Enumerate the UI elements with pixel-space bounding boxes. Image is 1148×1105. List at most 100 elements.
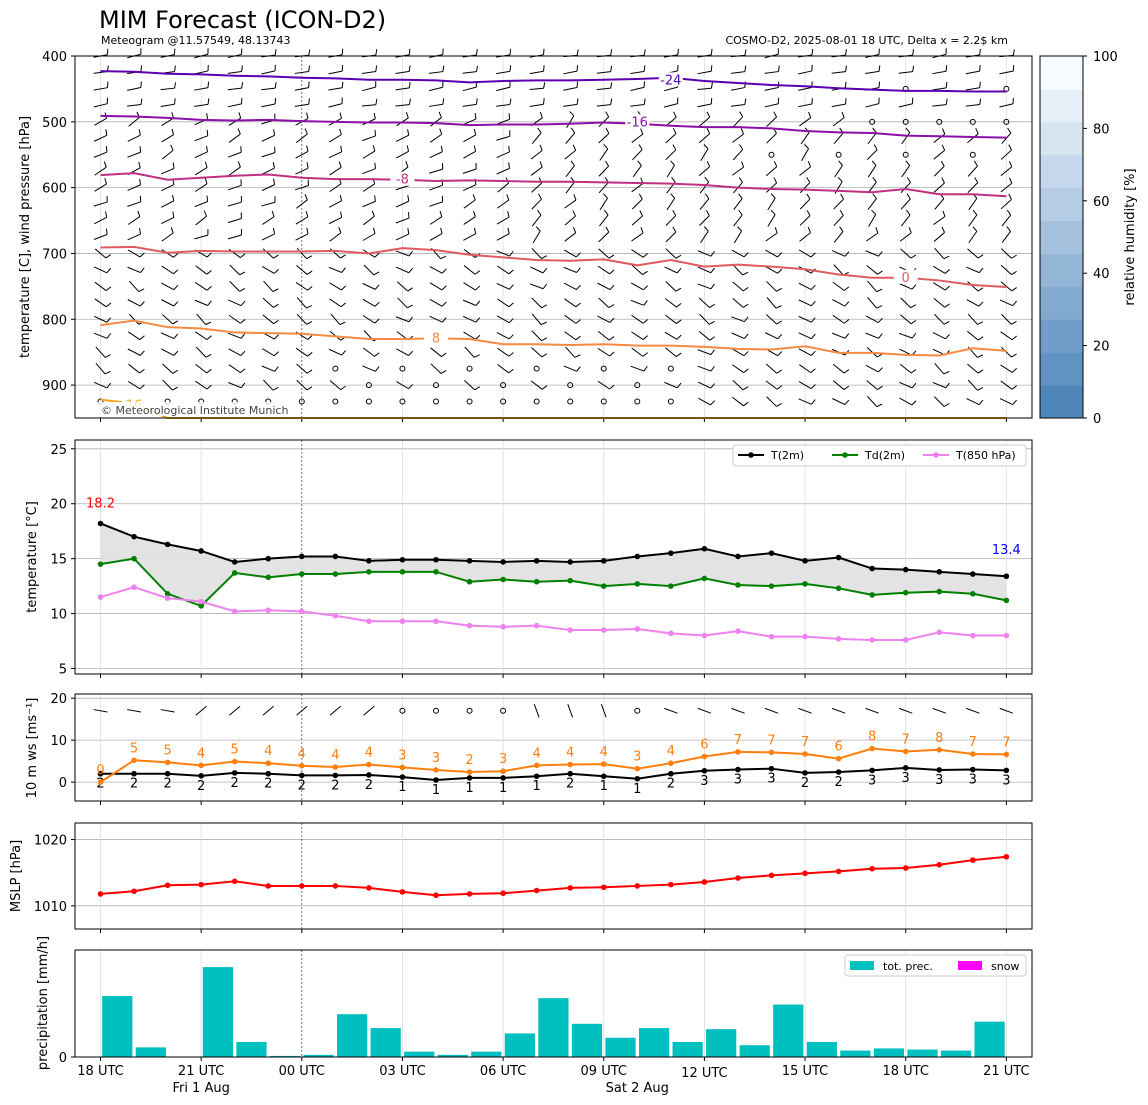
wind-barb-feather bbox=[206, 112, 209, 120]
wind-barb-shaft bbox=[999, 70, 1014, 75]
wind-barb-feather bbox=[338, 161, 342, 168]
wind-barb-feather bbox=[507, 211, 510, 218]
calm-wind-marker bbox=[1003, 118, 1010, 125]
wind-barb-feather bbox=[638, 144, 643, 150]
precip-bar bbox=[873, 1048, 905, 1057]
wind-barb-shaft bbox=[731, 332, 745, 340]
wind-barb-shaft bbox=[261, 201, 276, 207]
wind-point bbox=[399, 764, 406, 771]
isotherm-m24 bbox=[100, 70, 1007, 93]
surface-wind-barb bbox=[363, 705, 375, 716]
calm-wind-marker bbox=[634, 398, 641, 405]
wind-barb-feather bbox=[508, 269, 514, 275]
wind-barb-shaft bbox=[228, 166, 241, 176]
wind-barb-shaft bbox=[496, 151, 510, 159]
wind-barb-shaft bbox=[967, 248, 979, 259]
wind-barb-shaft bbox=[867, 132, 877, 145]
wind-point bbox=[668, 760, 674, 767]
wind-barb-shaft bbox=[396, 348, 409, 356]
isotherm-0 bbox=[100, 245, 1007, 289]
mslp-point bbox=[97, 891, 104, 897]
precip-frame bbox=[74, 949, 1033, 1058]
temp-point bbox=[802, 558, 808, 564]
wind-barb-feather bbox=[740, 128, 744, 135]
wind-point bbox=[701, 753, 708, 760]
precip-bar bbox=[471, 1051, 502, 1057]
wind-barb-feather bbox=[1008, 161, 1013, 167]
wind-barb-shaft bbox=[867, 165, 877, 178]
wind-barb-feather bbox=[609, 384, 615, 390]
wind-barb-shaft bbox=[93, 332, 108, 339]
wind-barb-shaft bbox=[697, 87, 712, 91]
wind-barb-feather bbox=[173, 269, 179, 275]
wind-barb-shaft bbox=[295, 347, 308, 357]
calm-wind-marker bbox=[835, 151, 842, 158]
wind-barb-feather bbox=[206, 368, 212, 374]
wind-barb-feather bbox=[605, 226, 610, 233]
legend-marker bbox=[933, 452, 939, 458]
mslp-ytick-label: 1020 bbox=[34, 834, 67, 849]
wind-barb-shaft bbox=[631, 314, 644, 324]
wind-barb-feather bbox=[642, 319, 648, 324]
wind-barb-shaft bbox=[631, 232, 644, 242]
wind-point bbox=[802, 751, 808, 757]
wind-barb-shaft bbox=[631, 183, 644, 193]
temp-point bbox=[668, 630, 674, 637]
wind-barb-shaft bbox=[933, 216, 946, 225]
time-tick-label: 09 UTC bbox=[581, 1064, 627, 1079]
wind-barb-shaft bbox=[429, 282, 443, 291]
upper-air-ytick-label: 700 bbox=[42, 247, 67, 262]
wind-barb-feather bbox=[739, 111, 744, 117]
wind-barb-feather bbox=[605, 160, 609, 167]
wind-barb-shaft bbox=[228, 133, 241, 143]
wind-barb-feather bbox=[911, 400, 917, 406]
wind-barb-shaft bbox=[529, 87, 544, 91]
temp-point bbox=[97, 594, 104, 600]
wind-barb-feather bbox=[274, 82, 277, 89]
wind-barb-shaft bbox=[529, 70, 544, 75]
temp-point bbox=[869, 637, 875, 643]
temp-point bbox=[701, 575, 708, 582]
wind-barb-shaft bbox=[730, 87, 745, 91]
mslp-point bbox=[567, 885, 573, 891]
wind-point bbox=[164, 759, 171, 766]
wind-barb-shaft bbox=[630, 70, 645, 75]
surface-wind-barb bbox=[93, 709, 108, 713]
temp-point bbox=[802, 633, 808, 640]
wind-barb-shaft bbox=[868, 214, 877, 227]
wind-barb-feather bbox=[440, 145, 443, 152]
wind-value-label: 2 bbox=[331, 778, 339, 793]
wind-barb-shaft bbox=[1001, 313, 1012, 325]
temp-point bbox=[600, 558, 607, 564]
wind-barb-shaft bbox=[295, 150, 309, 159]
wind-barb-feather bbox=[676, 352, 682, 357]
wind-barb-shaft bbox=[598, 133, 610, 144]
precip-bar bbox=[404, 1051, 435, 1057]
wind-barb-shaft bbox=[429, 298, 443, 307]
wind-barb-shaft bbox=[733, 198, 743, 210]
isotherm-label-bg bbox=[390, 171, 415, 186]
wind-barb-feather bbox=[770, 193, 776, 199]
wind-barb-shaft bbox=[228, 314, 241, 324]
wind-barb-feather bbox=[105, 302, 112, 308]
wind-barb-feather bbox=[273, 254, 279, 259]
time-tick-label: 18 UTC bbox=[882, 1064, 928, 1079]
mslp-point bbox=[802, 870, 808, 877]
temp-point bbox=[466, 578, 473, 585]
wind-point bbox=[198, 773, 204, 779]
wind-barb-shaft bbox=[262, 216, 275, 225]
temp-point bbox=[936, 588, 943, 595]
wind-barb-shaft bbox=[127, 233, 141, 241]
wind-barb-feather bbox=[777, 268, 783, 274]
wind-barb-shaft bbox=[665, 231, 677, 243]
wind-barb-shaft bbox=[865, 315, 879, 323]
wind-barb-shaft bbox=[127, 151, 141, 158]
wind-point bbox=[433, 767, 439, 773]
wind-barb-shaft bbox=[463, 248, 476, 258]
isotherm-label: 0 bbox=[902, 271, 910, 286]
wind-barb-feather bbox=[944, 303, 950, 308]
temp-point bbox=[198, 598, 204, 605]
wind-barb-feather bbox=[845, 65, 847, 72]
page-title: MIM Forecast (ICON-D2) bbox=[99, 6, 387, 34]
wind-barb-shaft bbox=[429, 233, 443, 241]
